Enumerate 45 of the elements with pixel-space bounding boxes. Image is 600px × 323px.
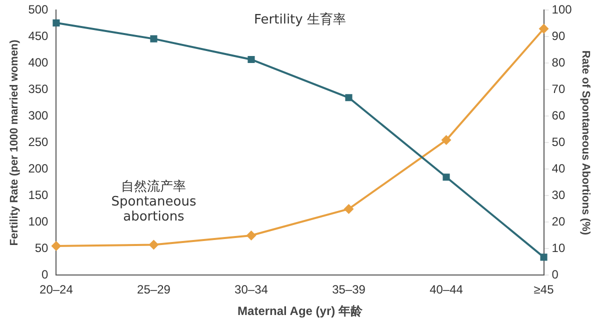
y-axis-title: Fertility Rate (per 1000 married women) (8, 39, 21, 246)
point (246, 230, 256, 240)
y-tick-label: 250 (28, 135, 49, 150)
point (538, 24, 549, 34)
point (441, 135, 452, 146)
y-tick-label: 500 (28, 2, 49, 17)
y-tick-label: 350 (28, 82, 49, 96)
x-tick-label: 20–24 (40, 282, 74, 297)
y-tick-label: 0 (42, 268, 49, 282)
y2-tick-label: 60 (552, 108, 566, 123)
y2-tick-label: 80 (552, 56, 566, 70)
point (52, 19, 60, 26)
point (345, 94, 352, 102)
point (150, 35, 158, 42)
y2-tick-label: 90 (552, 29, 566, 44)
y2-tick-label: 30 (552, 188, 566, 202)
point (442, 174, 450, 181)
y2-tick-label: 70 (552, 82, 566, 96)
x-tick-label: 35–39 (332, 282, 366, 297)
point (51, 241, 62, 252)
y2-tick-label: 20 (552, 214, 566, 229)
point (248, 56, 255, 64)
text: Fertility 生育率 (254, 12, 346, 28)
y2-tick-label: 50 (552, 135, 566, 150)
x-tick-label: ≥45 (534, 282, 554, 297)
y2-axis-title: Rate of Spontaneous Abortions (%) (579, 50, 592, 236)
y2-tick-label: 10 (552, 241, 566, 256)
x-tick-label: 30–34 (234, 282, 268, 297)
series-label: 自然流产率 Spontaneous abortions (111, 178, 196, 225)
y-tick-label: 50 (34, 241, 49, 256)
y-tick-label: 150 (28, 188, 49, 202)
point (540, 254, 548, 261)
x-tick-label: 40–44 (430, 282, 464, 297)
y-tick-label: 200 (28, 162, 49, 176)
x-axis-title: Maternal Age (yr) 年龄 (238, 304, 364, 318)
y-tick-label: 300 (28, 108, 49, 123)
y2-tick-label: 40 (552, 162, 566, 176)
point (148, 240, 159, 250)
point (344, 204, 354, 214)
y-tick-label: 100 (28, 214, 49, 229)
x-tick-label: 25–29 (137, 282, 171, 297)
y-tick-label: 400 (28, 56, 49, 70)
y2-tick-label: 100 (552, 2, 572, 17)
y-tick-label: 450 (28, 29, 49, 44)
y2-tick-label: 0 (552, 268, 559, 282)
